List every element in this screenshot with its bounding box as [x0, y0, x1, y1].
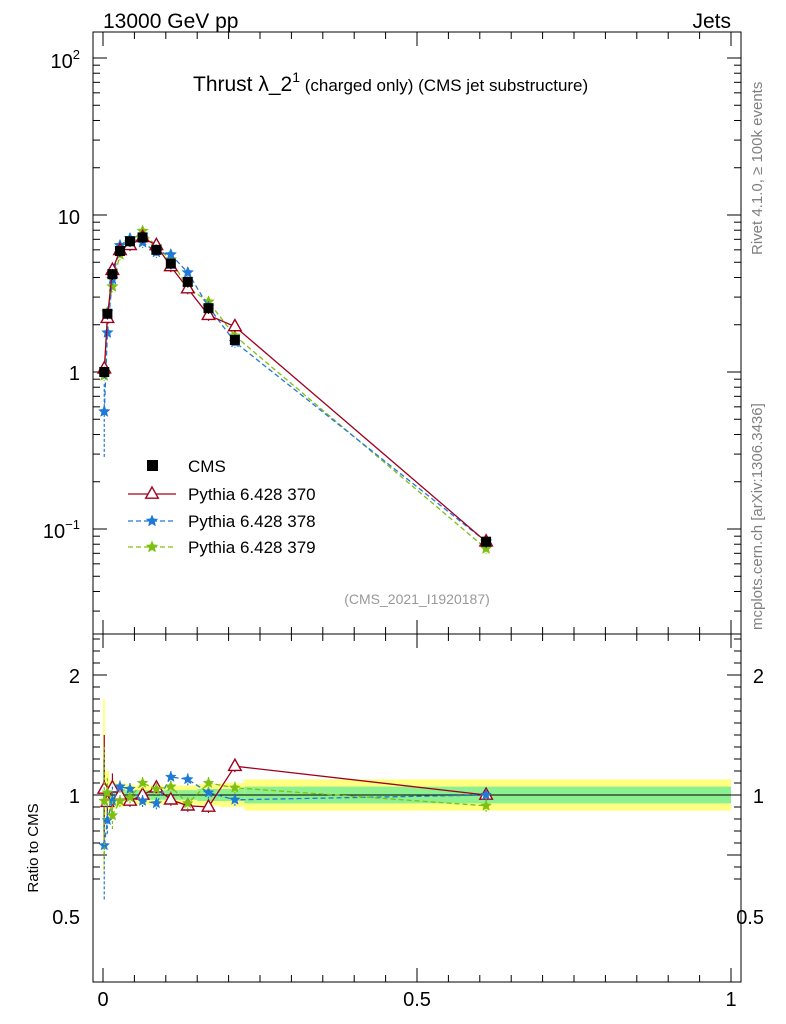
title-sup: 1	[292, 69, 300, 85]
ratio-point	[181, 797, 194, 809]
title-main: Thrust λ_2	[193, 73, 292, 96]
ratio-point	[202, 786, 215, 798]
data-point	[227, 318, 243, 332]
ratio-point	[228, 793, 241, 805]
ratio-point	[114, 780, 126, 792]
ratio-point	[227, 757, 243, 772]
ratio-ylabel: Ratio to CMS	[25, 803, 42, 892]
ratio-point	[228, 781, 241, 793]
title-rest: (charged only) (CMS jet substructure)	[300, 76, 588, 95]
ratio-panel: 2 1 0.5 2 1 0.5 Ratio to CMS 0 0.5 1	[25, 633, 764, 1011]
legend: CMS Pythia 6.428 370 Pythia 6.428 378 Pythi…	[128, 457, 316, 557]
data-point	[181, 265, 195, 278]
legend-label: Pythia 6.428 370	[188, 485, 316, 504]
data-point	[114, 245, 125, 256]
legend-marker	[144, 485, 160, 499]
data-point	[107, 269, 118, 280]
ratio-point	[136, 794, 149, 806]
legend-entry: Pythia 6.428 378	[128, 512, 316, 531]
header-right: Jets	[692, 10, 731, 33]
series-cms	[99, 232, 492, 548]
data-point	[151, 244, 162, 255]
ytick-label-10: 10	[58, 207, 80, 229]
legend-entry: Pythia 6.428 379	[128, 538, 316, 557]
data-point	[481, 536, 492, 547]
ratio-point	[101, 786, 114, 798]
legend-entry: Pythia 6.428 370	[128, 485, 316, 504]
xtick-label-0: 0	[97, 989, 108, 1011]
ratio-ytick-1-right: 1	[753, 786, 764, 808]
legend-entry: CMS	[147, 457, 226, 476]
ratio-point	[201, 798, 216, 812]
ratio-point	[164, 780, 177, 792]
ratio-point	[181, 773, 194, 785]
ratio-point	[150, 782, 163, 794]
data-point	[182, 276, 193, 287]
data-point	[106, 279, 119, 292]
ratio-point	[163, 791, 179, 805]
legend-marker	[145, 540, 159, 553]
ratio-point	[106, 809, 119, 821]
data-point	[99, 367, 110, 377]
ratio-ytick-1: 1	[69, 786, 80, 808]
data-point	[97, 404, 111, 417]
ratio-ytick-05: 0.5	[52, 907, 80, 929]
ratio-point	[480, 788, 492, 800]
data-point	[165, 258, 176, 269]
rivet-label: Rivet 4.1.0, ≥ 100k events	[749, 82, 766, 255]
main-panel: Thrust λ_21 (charged only) (CMS jet subs…	[43, 31, 742, 635]
ratio-point	[480, 799, 492, 811]
data-point	[102, 308, 113, 319]
data-point	[125, 236, 136, 247]
ratio-point	[136, 776, 149, 788]
header-left: 13000 GeV pp	[103, 10, 238, 33]
legend-label: Pythia 6.428 378	[188, 512, 316, 531]
ytick-label-01: 10−1	[43, 517, 80, 543]
ratio-axis	[92, 633, 742, 983]
ratio-series-pythia-6-428-379	[98, 747, 492, 855]
ratio-point	[202, 776, 215, 788]
ratio-point	[98, 794, 111, 806]
ratio-ytick-05-right: 0.5	[736, 907, 764, 929]
xtick-label-05: 0.5	[403, 989, 431, 1011]
ratio-point	[164, 770, 177, 782]
ratio-point	[114, 794, 126, 806]
mcplots-label: mcplots.cern.ch [arXiv:1306.3436]	[749, 403, 766, 630]
legend-label: Pythia 6.428 379	[188, 538, 316, 557]
ratio-point	[150, 797, 163, 809]
legend-marker	[145, 514, 159, 527]
ytick-label-100: 102	[51, 47, 80, 73]
ytick-label-1: 1	[69, 363, 80, 385]
analysis-label: (CMS_2021_I1920187)	[344, 591, 490, 607]
data-point	[101, 326, 114, 339]
ratio-point	[124, 791, 136, 803]
legend-label: CMS	[188, 457, 226, 476]
data-point	[164, 247, 178, 260]
legend-marker	[147, 460, 158, 471]
data-point	[229, 334, 240, 345]
ratio-ytick-2: 2	[69, 666, 80, 688]
chart-title: Thrust λ_21 (charged only) (CMS jet subs…	[193, 69, 588, 96]
data-point	[203, 303, 214, 314]
ratio-ytick-2-right: 2	[753, 666, 764, 688]
xtick-label-1: 1	[725, 989, 736, 1011]
data-point	[137, 232, 148, 243]
